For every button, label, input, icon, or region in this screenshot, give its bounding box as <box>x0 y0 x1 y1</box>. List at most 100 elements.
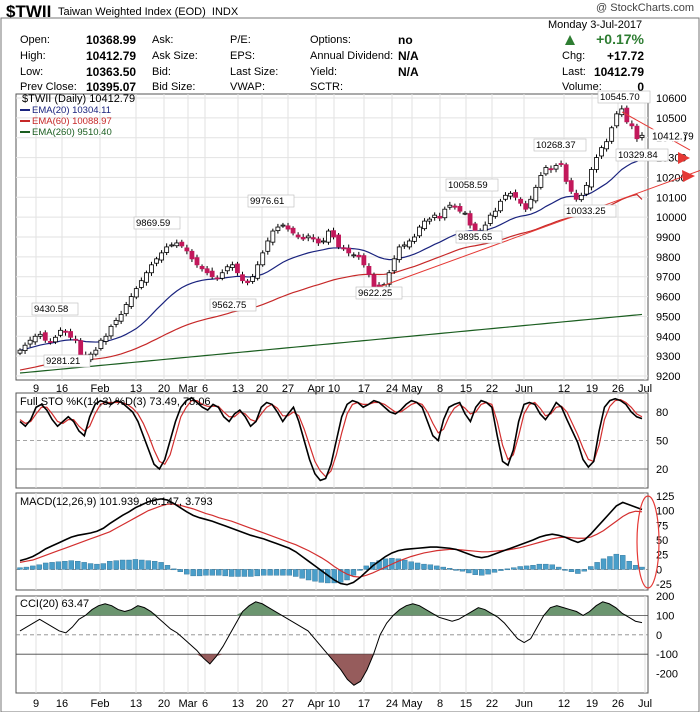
x-tick-label: 20 <box>256 698 268 710</box>
y-tick-label: 20 <box>656 464 668 476</box>
quote-header: $TWII Taiwan Weighted Index (EOD) INDX @… <box>0 0 700 94</box>
legend-entry: $TWII (Daily) 10412.79 <box>22 93 135 105</box>
annotation-box <box>563 204 617 218</box>
x-tick-label: Jun <box>515 698 533 710</box>
macd-histogram-bar <box>421 563 427 570</box>
x-tick-label: 13 <box>232 383 244 395</box>
macd-histogram-bar <box>228 569 235 577</box>
macd-histogram-bar <box>49 562 55 570</box>
candle-body <box>179 241 185 247</box>
y-tick-label: 50 <box>656 535 668 547</box>
quote-label-asksize: Ask Size: <box>152 50 198 62</box>
watermark: @ StockCharts.com <box>596 2 694 14</box>
quote-label-yield: Yield: <box>310 66 338 78</box>
candle-body <box>594 157 599 170</box>
quote-label-low: Low: <box>20 66 44 78</box>
candle-body <box>442 208 448 219</box>
quote-value-dividend: N/A <box>398 49 419 63</box>
macd-histogram-bar <box>543 563 549 570</box>
annotation-box <box>43 354 91 368</box>
candle-body <box>174 242 180 247</box>
candle-body <box>133 288 139 298</box>
candle-body <box>128 296 134 307</box>
candle-body <box>341 247 347 250</box>
macd-histogram-bar <box>68 560 74 570</box>
quote-value-yield: N/A <box>398 65 419 79</box>
x-tick-label: 12 <box>558 383 570 395</box>
macd-signal-line <box>19 503 643 578</box>
y-tick-label: 0 <box>656 630 662 642</box>
macd-histogram-bar <box>511 567 517 570</box>
macd-histogram-bar <box>119 559 126 570</box>
macd-histogram-bar <box>30 565 36 570</box>
quote-label-ask: Ask: <box>152 34 174 46</box>
candle-body <box>412 236 417 242</box>
macd-histogram-bar <box>588 566 594 570</box>
quote-value-chg: +17.72 <box>606 49 644 63</box>
x-tick-label: 26 <box>612 383 624 395</box>
candle-body <box>310 237 316 240</box>
candle-body <box>93 349 99 355</box>
macd-histogram-bar <box>408 561 414 570</box>
macd-histogram-bar <box>632 565 639 570</box>
candle-body <box>543 167 549 175</box>
legend-entry: EMA(20) 10304.11 <box>32 105 111 116</box>
candle-body <box>149 264 154 274</box>
candle-body <box>533 186 539 202</box>
candle-body <box>164 246 170 253</box>
macd-legend: MACD(12,26,9) 101.939, 98.147, 3.793 <box>20 496 213 508</box>
candle-body <box>194 257 200 266</box>
macd-histogram-bar <box>472 569 478 575</box>
pane-frame <box>15 595 649 694</box>
candle-body <box>305 235 311 239</box>
y-tick-label: 9300 <box>656 351 680 363</box>
candle-body <box>265 240 271 252</box>
y-tick-label: 10200 <box>656 172 687 184</box>
y-tick-label: 9400 <box>656 331 680 343</box>
x-tick-label: 13 <box>130 383 142 395</box>
candle-body <box>508 192 513 197</box>
ema20-line <box>19 156 643 351</box>
annotation-box <box>533 138 587 152</box>
x-tick-label: 16 <box>56 698 68 710</box>
x-tick-label: 24 <box>386 698 398 710</box>
y-tick-label: 10500 <box>656 113 687 125</box>
candle-body <box>619 108 625 116</box>
macd-histogram-bar <box>241 569 248 577</box>
triangle-up-icon <box>564 34 576 46</box>
candle-body <box>123 304 129 315</box>
y-tick-label: 200 <box>656 591 674 603</box>
quote-label-bidsize: Bid Size: <box>152 81 196 93</box>
macd-histogram-bar <box>42 562 49 570</box>
candle-body <box>138 280 144 288</box>
y-tick-label: 50 <box>656 436 668 448</box>
candle-body <box>275 226 281 232</box>
candle-body <box>68 331 73 338</box>
candle-body <box>437 215 443 219</box>
candle-body <box>589 169 594 188</box>
candle-body <box>235 263 240 274</box>
candle-body <box>518 198 524 204</box>
macd-histogram-bar <box>145 560 151 570</box>
candle-body <box>513 192 518 198</box>
candle-body <box>609 127 615 142</box>
quote-label-bid: Bid: <box>152 66 171 78</box>
candle-body <box>371 274 377 288</box>
macd-histogram-bar <box>549 564 555 570</box>
quote-value-open: 10368.99 <box>86 33 137 47</box>
cci-line <box>19 601 643 686</box>
macd-histogram-bar <box>267 569 273 576</box>
candle-body <box>113 319 119 325</box>
annotation-label: 10033.25 <box>566 206 606 217</box>
x-tick-label: 26 <box>612 698 624 710</box>
cci-negative-fill <box>20 654 642 686</box>
macd-histogram-bar <box>293 569 299 577</box>
candle-body <box>63 330 68 333</box>
candle-body <box>280 224 286 227</box>
macd-histogram-bar <box>126 559 132 570</box>
ema260-line <box>19 313 643 374</box>
candle-body <box>98 339 104 349</box>
quote-value-volume: 0 <box>637 80 644 94</box>
macd-histogram-bar <box>639 566 645 570</box>
